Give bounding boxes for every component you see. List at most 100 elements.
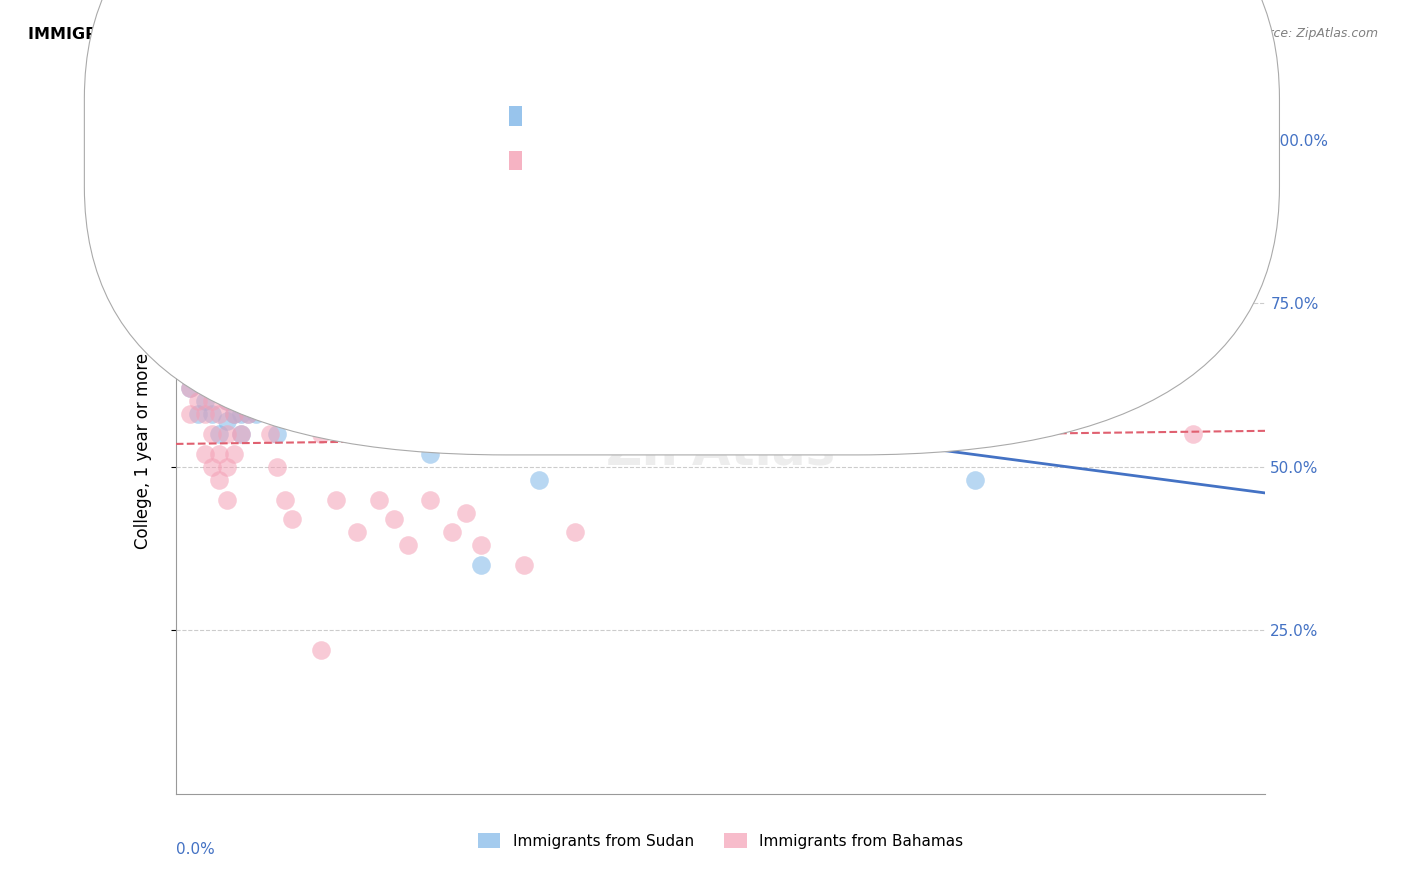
sudan xyxy=(238,408,260,422)
sudan xyxy=(274,329,297,343)
bahamas xyxy=(201,459,224,474)
sudan xyxy=(215,302,238,317)
sudan xyxy=(231,342,253,356)
bahamas xyxy=(564,525,586,540)
bahamas xyxy=(252,394,274,409)
bahamas xyxy=(208,447,231,461)
bahamas xyxy=(419,492,441,507)
bahamas xyxy=(186,361,209,376)
bahamas xyxy=(215,459,238,474)
bahamas xyxy=(470,538,492,552)
bahamas xyxy=(194,329,217,343)
bahamas xyxy=(201,427,224,442)
sudan xyxy=(309,408,332,422)
bahamas xyxy=(325,492,347,507)
sudan xyxy=(186,408,209,422)
sudan xyxy=(259,408,281,422)
bahamas xyxy=(215,394,238,409)
bahamas xyxy=(222,408,245,422)
bahamas xyxy=(259,427,281,442)
bahamas xyxy=(215,427,238,442)
bahamas xyxy=(281,512,304,526)
bahamas xyxy=(179,381,201,395)
sudan xyxy=(222,375,245,389)
Y-axis label: College, 1 year or more: College, 1 year or more xyxy=(134,352,152,549)
bahamas xyxy=(186,394,209,409)
bahamas xyxy=(382,512,405,526)
bahamas xyxy=(1181,427,1204,442)
bahamas xyxy=(208,375,231,389)
sudan xyxy=(266,427,288,442)
sudan xyxy=(782,316,804,330)
sudan xyxy=(245,361,267,376)
sudan xyxy=(222,290,245,304)
Text: R = -0.171   N = 59: R = -0.171 N = 59 xyxy=(526,107,676,121)
bahamas xyxy=(309,427,332,442)
sudan xyxy=(194,277,217,291)
bahamas xyxy=(238,408,260,422)
bahamas xyxy=(194,375,217,389)
bahamas xyxy=(456,506,478,520)
sudan xyxy=(222,408,245,422)
sudan xyxy=(295,361,318,376)
bahamas xyxy=(201,394,224,409)
sudan xyxy=(440,427,463,442)
bahamas xyxy=(215,492,238,507)
sudan xyxy=(396,427,419,442)
bahamas xyxy=(368,492,391,507)
sudan xyxy=(215,361,238,376)
bahamas xyxy=(222,381,245,395)
sudan xyxy=(222,394,245,409)
sudan xyxy=(215,414,238,428)
Text: R = 0.047   N = 55: R = 0.047 N = 55 xyxy=(526,152,671,166)
sudan xyxy=(492,408,515,422)
sudan xyxy=(963,473,986,487)
sudan xyxy=(252,316,274,330)
sudan xyxy=(201,349,224,363)
bahamas xyxy=(346,525,368,540)
bahamas xyxy=(179,408,201,422)
bahamas xyxy=(309,643,332,657)
bahamas xyxy=(201,316,224,330)
sudan xyxy=(208,277,231,291)
sudan xyxy=(194,361,217,376)
sudan xyxy=(252,361,274,376)
bahamas xyxy=(396,538,419,552)
sudan xyxy=(891,408,914,422)
Legend: Immigrants from Sudan, Immigrants from Bahamas: Immigrants from Sudan, Immigrants from B… xyxy=(471,827,970,855)
sudan xyxy=(231,316,253,330)
bahamas xyxy=(215,361,238,376)
bahamas xyxy=(208,342,231,356)
sudan xyxy=(179,381,201,395)
sudan xyxy=(238,361,260,376)
sudan xyxy=(527,473,550,487)
bahamas xyxy=(238,361,260,376)
sudan xyxy=(201,408,224,422)
bahamas xyxy=(274,492,297,507)
bahamas xyxy=(614,427,637,442)
sudan xyxy=(201,375,224,389)
bahamas xyxy=(252,316,274,330)
sudan xyxy=(245,342,267,356)
bahamas xyxy=(201,361,224,376)
sudan xyxy=(281,381,304,395)
Text: IMMIGRANTS FROM SUDAN VS IMMIGRANTS FROM BAHAMAS COLLEGE, 1 YEAR OR MORE CORRELA: IMMIGRANTS FROM SUDAN VS IMMIGRANTS FROM… xyxy=(28,27,1031,42)
bahamas xyxy=(208,473,231,487)
sudan xyxy=(201,329,224,343)
sudan xyxy=(710,381,733,395)
sudan xyxy=(382,394,405,409)
bahamas xyxy=(600,231,623,245)
bahamas xyxy=(208,408,231,422)
sudan xyxy=(419,447,441,461)
bahamas xyxy=(440,525,463,540)
bahamas xyxy=(194,408,217,422)
sudan xyxy=(252,394,274,409)
bahamas xyxy=(266,459,288,474)
sudan xyxy=(231,408,253,422)
sudan xyxy=(215,394,238,409)
sudan xyxy=(238,329,260,343)
bahamas xyxy=(194,447,217,461)
bahamas xyxy=(186,329,209,343)
bahamas xyxy=(194,296,217,310)
sudan xyxy=(259,342,281,356)
